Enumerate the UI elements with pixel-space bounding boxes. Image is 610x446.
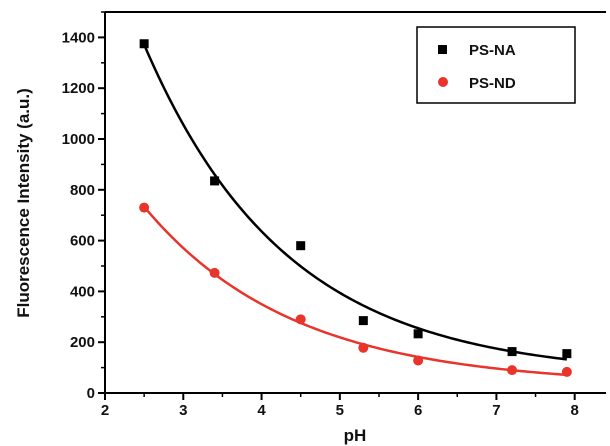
x-tick-label: 8 bbox=[571, 402, 579, 419]
data-point-ps-nd bbox=[507, 365, 518, 376]
data-point-ps-na bbox=[210, 176, 220, 186]
x-tick-label: 2 bbox=[101, 402, 109, 419]
x-tick-label: 5 bbox=[336, 402, 344, 419]
y-tick-label: 600 bbox=[70, 233, 95, 250]
x-axis-title: pH bbox=[344, 426, 367, 445]
y-tick-label: 800 bbox=[70, 182, 95, 199]
y-tick-label: 1200 bbox=[62, 80, 95, 97]
legend-box bbox=[416, 26, 576, 104]
y-tick-label: 200 bbox=[70, 334, 95, 351]
plot-frame bbox=[104, 11, 606, 394]
data-point-ps-nd bbox=[139, 202, 150, 213]
data-point-ps-nd bbox=[358, 342, 369, 353]
fit-curve-ps-na bbox=[142, 44, 568, 361]
legend-marker-ps-na bbox=[438, 45, 447, 54]
y-axis-title: Fluorescence Intensity (a.u.) bbox=[14, 88, 33, 318]
y-axis-ticks: 0 200 400 600 800 1000 1200 1400 bbox=[62, 11, 105, 402]
x-tick-label: 7 bbox=[492, 402, 500, 419]
y-tick-label: 1000 bbox=[62, 131, 95, 148]
x-tick-label: 6 bbox=[414, 402, 422, 419]
data-point-ps-nd bbox=[295, 314, 306, 325]
data-point-ps-nd bbox=[561, 366, 572, 377]
legend: PS-NA PS-ND bbox=[416, 26, 576, 104]
data-point-ps-na bbox=[139, 39, 149, 49]
data-point-ps-na bbox=[507, 347, 517, 357]
data-point-ps-na bbox=[562, 349, 572, 359]
y-tick-label: 400 bbox=[70, 283, 95, 300]
data-point-ps-nd bbox=[209, 267, 220, 278]
legend-label-ps-na: PS-NA bbox=[469, 42, 516, 59]
legend-label-ps-nd: PS-ND bbox=[469, 75, 516, 92]
data-point-ps-na bbox=[296, 241, 306, 251]
x-tick-label: 3 bbox=[179, 402, 187, 419]
legend-marker-ps-nd bbox=[438, 77, 448, 87]
y-tick-label: 1400 bbox=[62, 29, 95, 46]
x-axis-ticks: 2 3 4 5 6 7 8 bbox=[101, 393, 579, 419]
data-point-ps-nd bbox=[413, 355, 424, 366]
x-tick-label: 4 bbox=[257, 402, 266, 419]
data-point-ps-na bbox=[358, 316, 368, 326]
data-points bbox=[139, 39, 572, 377]
data-point-ps-na bbox=[413, 329, 423, 339]
y-tick-label: 0 bbox=[87, 385, 95, 402]
